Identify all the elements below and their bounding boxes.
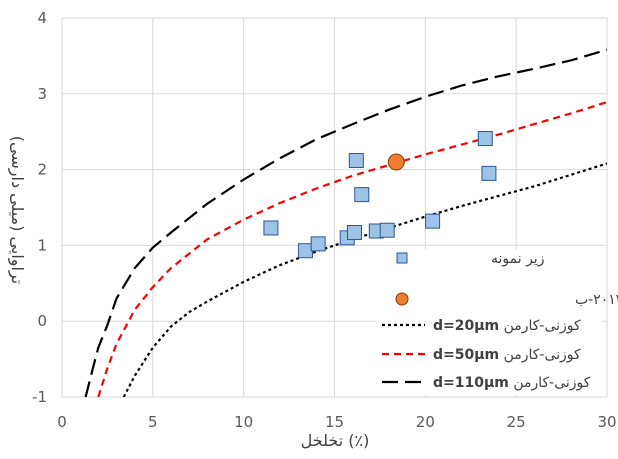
data-point-square [297,243,313,259]
y-tick-label: 3 [37,85,47,103]
y-tick-label: 1 [37,236,47,254]
legend-label: زیر نمونه [491,251,544,267]
x-tick-label: 25 [507,413,526,431]
legend-item: d=110μm کوزنی-کارمن [382,375,591,391]
x-tick-label: 10 [234,413,253,431]
legend-item: d=20μm کوزنی-کارمن [382,318,581,334]
series-line [84,48,607,397]
data-point-square [354,187,370,203]
x-tick-label: 30 [597,413,616,431]
data-point-square [310,236,326,252]
series-line [122,162,607,397]
legend-label: d=50μm کوزنی-کارمن [433,347,581,363]
legend-circle-swatch [395,292,409,306]
x-tick-label: 0 [57,413,67,431]
y-tick-label: 2 [37,161,47,179]
x-tick-label: 20 [416,413,435,431]
data-point-square [263,220,279,236]
data-point-square [348,153,364,169]
x-tick-label: 15 [325,413,344,431]
legend-item: آندرا و همکاران ۲۰۱۳-ب [395,291,618,308]
y-tick-label: 4 [37,9,47,27]
legend-square-swatch [396,252,408,264]
grid [61,17,608,398]
y-axis-label: تراوایی (میلی دارسی) [7,136,27,284]
series-points [263,131,497,259]
x-tick-label: 5 [148,413,158,431]
tick-labels: 0 5 10 15 20 25 30 -1 0 1 2 3 4 [32,9,617,431]
data-point-square [481,165,497,181]
data-point-square [425,213,441,229]
data-point-square [346,225,362,241]
legend-background [376,250,602,395]
legend-label: آندرا و همکاران ۲۰۱۳-ب [575,291,618,308]
legend-label: d=110μm کوزنی-کارمن [433,375,591,391]
series-line [97,101,607,397]
legend: زیر نمونه آندرا و همکاران ۲۰۱۳-ب d=20μm کو… [376,250,618,395]
legend-item: d=50μm کوزنی-کارمن [382,347,581,363]
data-point-square [379,222,395,238]
data-point-square [477,131,493,147]
x-axis-label: تخلخل (٪) [301,431,370,450]
legend-label: d=20μm کوزنی-کارمن [433,318,581,334]
legend-item: زیر نمونه [396,251,544,267]
y-tick-label: 0 [37,312,47,330]
data-point-circle [387,153,405,171]
y-tick-label: -1 [32,388,47,406]
series-lines [84,48,607,397]
